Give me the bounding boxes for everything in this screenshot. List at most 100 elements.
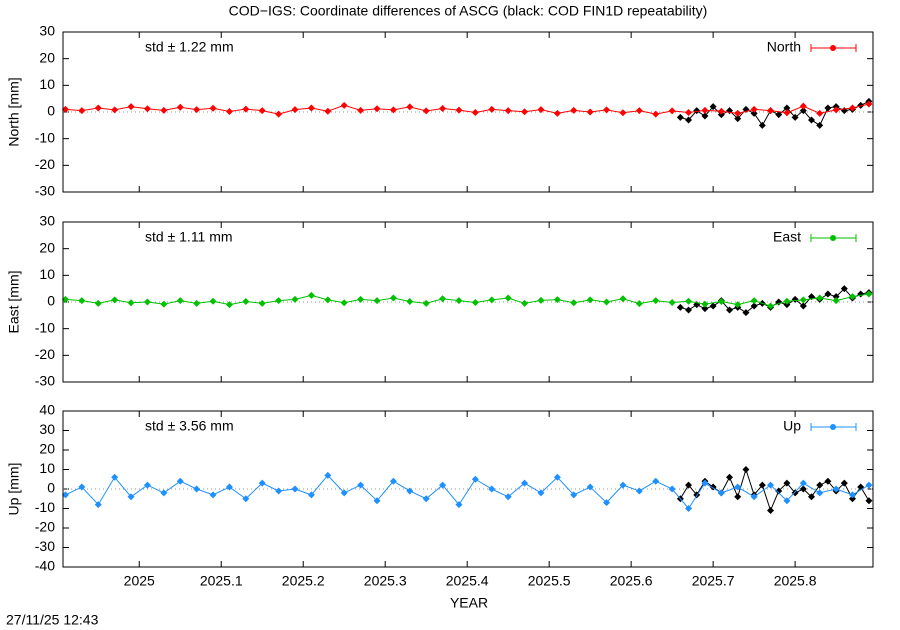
data-point bbox=[439, 295, 447, 303]
data-point bbox=[504, 107, 512, 115]
data-point bbox=[619, 481, 627, 489]
data-point bbox=[635, 300, 643, 308]
data-point bbox=[143, 105, 151, 113]
data-point bbox=[160, 106, 168, 114]
data-point bbox=[767, 481, 775, 489]
data-point bbox=[160, 300, 168, 308]
data-point bbox=[127, 493, 135, 501]
data-point bbox=[857, 101, 865, 109]
data-point bbox=[193, 485, 201, 493]
data-point bbox=[160, 489, 168, 497]
series-line bbox=[65, 293, 869, 307]
data-point bbox=[816, 481, 824, 489]
figure-title: COD−IGS: Coordinate differences of ASCG … bbox=[229, 3, 708, 19]
data-point bbox=[767, 107, 775, 115]
data-point bbox=[586, 483, 594, 491]
x-tick-label: 2025.5 bbox=[528, 573, 571, 589]
series-line bbox=[680, 100, 870, 127]
data-point bbox=[635, 107, 643, 115]
data-point bbox=[94, 501, 102, 509]
data-point bbox=[685, 505, 693, 512]
y-tick-label: 30 bbox=[39, 23, 55, 39]
data-point bbox=[717, 489, 725, 497]
data-point bbox=[111, 473, 119, 481]
data-point bbox=[849, 104, 857, 112]
data-point bbox=[389, 294, 397, 302]
data-point bbox=[291, 295, 299, 303]
data-point bbox=[143, 481, 151, 489]
data-point bbox=[521, 479, 529, 487]
data-point bbox=[389, 477, 397, 485]
data-point bbox=[324, 296, 332, 304]
data-point bbox=[865, 481, 873, 489]
data-point bbox=[742, 309, 750, 317]
annotation: std ± 3.56 mm bbox=[145, 418, 234, 434]
data-point bbox=[849, 495, 857, 503]
legend-marker bbox=[830, 235, 836, 241]
data-point bbox=[357, 106, 365, 114]
data-point bbox=[865, 290, 873, 298]
data-point bbox=[652, 110, 660, 118]
data-point bbox=[537, 106, 545, 114]
data-point bbox=[553, 296, 561, 304]
timestamp: 27/11/25 12:43 bbox=[6, 612, 99, 628]
data-point bbox=[455, 106, 463, 114]
legend-marker bbox=[830, 45, 836, 51]
data-point bbox=[307, 291, 315, 299]
data-point bbox=[61, 295, 69, 303]
data-point bbox=[758, 121, 766, 129]
data-point bbox=[78, 483, 86, 491]
data-point bbox=[693, 107, 701, 115]
data-point bbox=[750, 297, 758, 305]
data-point bbox=[258, 299, 266, 307]
y-tick-label: 30 bbox=[39, 213, 55, 229]
data-point bbox=[275, 110, 283, 118]
data-point bbox=[340, 489, 348, 497]
plot-frame bbox=[62, 221, 874, 383]
data-point bbox=[373, 105, 381, 113]
data-point bbox=[717, 297, 725, 305]
y-tick-label: 10 bbox=[39, 76, 55, 92]
data-point bbox=[726, 306, 734, 314]
data-point bbox=[291, 485, 299, 493]
data-point bbox=[775, 111, 783, 119]
y-axis-label: East [mm] bbox=[6, 270, 22, 333]
y-tick-label: -20 bbox=[35, 156, 55, 172]
data-point bbox=[799, 302, 807, 310]
data-point bbox=[734, 115, 742, 123]
data-point bbox=[389, 106, 397, 114]
data-point bbox=[816, 109, 824, 117]
data-point bbox=[734, 301, 742, 309]
y-tick-label: 20 bbox=[39, 441, 55, 457]
x-tick-label: 2025.8 bbox=[774, 573, 817, 589]
legend-marker bbox=[830, 424, 836, 430]
x-tick-label: 2025 bbox=[124, 573, 155, 589]
data-point bbox=[783, 479, 791, 487]
data-point bbox=[406, 103, 414, 111]
data-point bbox=[127, 103, 135, 111]
data-point bbox=[709, 302, 717, 310]
data-point bbox=[570, 299, 578, 307]
data-point bbox=[808, 493, 816, 501]
data-point bbox=[225, 483, 233, 491]
data-point bbox=[750, 105, 758, 113]
data-point bbox=[709, 103, 717, 111]
data-point bbox=[832, 297, 840, 305]
data-point bbox=[701, 479, 709, 487]
data-point bbox=[176, 103, 184, 111]
data-point bbox=[676, 303, 684, 311]
x-tick-label: 2025.6 bbox=[610, 573, 653, 589]
data-point bbox=[258, 107, 266, 115]
data-point bbox=[824, 104, 832, 112]
data-point bbox=[701, 300, 709, 308]
data-point bbox=[824, 477, 832, 485]
plot-frame bbox=[62, 31, 874, 193]
data-point bbox=[799, 479, 807, 487]
data-point bbox=[676, 113, 684, 121]
data-point bbox=[635, 487, 643, 495]
data-point bbox=[570, 106, 578, 114]
y-tick-label: 10 bbox=[39, 266, 55, 282]
data-point bbox=[619, 109, 627, 117]
data-point bbox=[701, 106, 709, 114]
data-point bbox=[193, 299, 201, 307]
